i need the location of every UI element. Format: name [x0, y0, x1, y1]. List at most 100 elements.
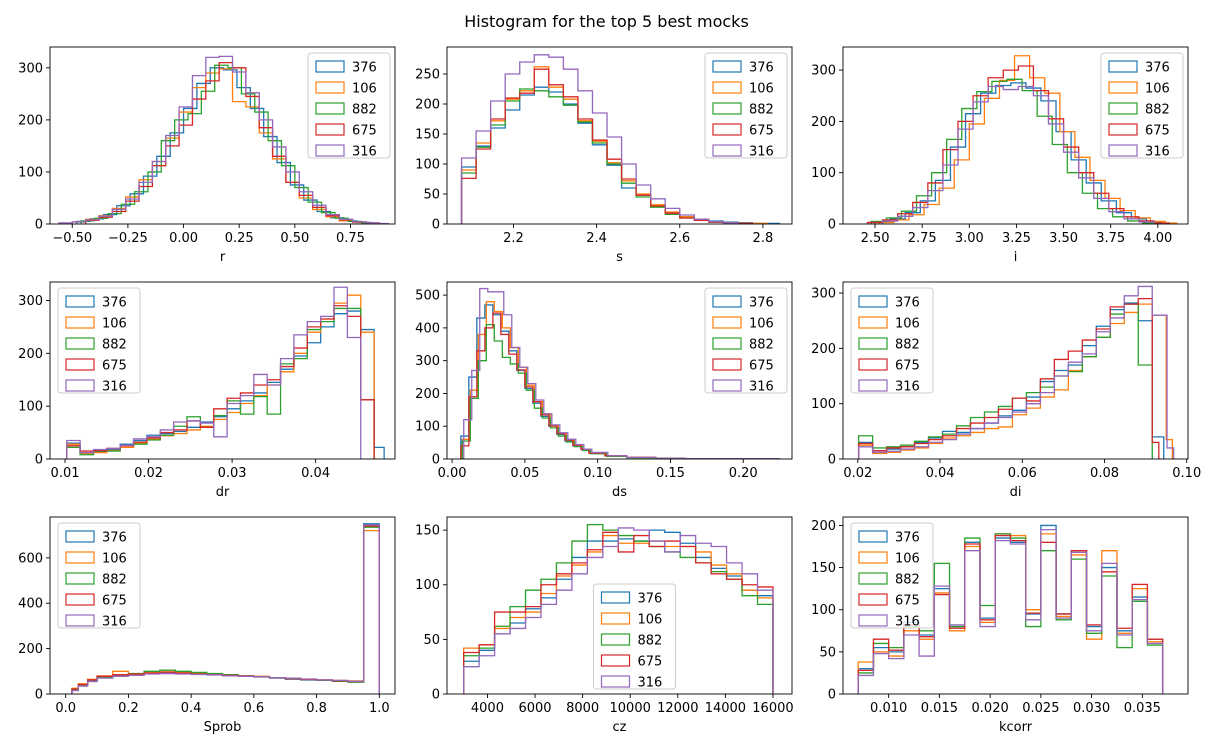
- histogram-series-group: [857, 285, 1175, 459]
- legend-box: [1100, 52, 1184, 159]
- x-tick-label: 6000: [518, 701, 551, 716]
- histogram-882: [857, 303, 1153, 459]
- x-tick-label: 0.020: [972, 701, 1009, 716]
- y-tick-label: 300: [18, 61, 43, 76]
- x-tick-label: 0.6: [244, 701, 265, 716]
- legend-swatch-376: [858, 295, 888, 308]
- legend-label-376: 376: [1145, 61, 1170, 76]
- legend-box: [850, 287, 934, 394]
- y-tick-label: 0: [828, 453, 836, 468]
- y-tick-label: 200: [18, 642, 43, 657]
- x-tick-label: 4.00: [1143, 231, 1172, 246]
- subplot-di: 0.02 0.04 0.06 0.08 0.10 0 100 200 300 di 376 106 88…: [811, 281, 1201, 500]
- histogram-675: [463, 531, 774, 694]
- legend-label-316: 316: [638, 676, 663, 691]
- subplot-dr: 0.01 0.02 0.03 0.04 0 100 200 300 dr 376 106 882 675…: [18, 281, 396, 500]
- x-tick-label: 0.50: [280, 231, 309, 246]
- legend-label-376: 376: [638, 592, 663, 607]
- x-tick-label: 2.2: [503, 231, 524, 246]
- legend-swatch-316: [858, 614, 888, 627]
- x-axis-label: i: [1014, 250, 1018, 265]
- legend-swatch-106: [712, 81, 742, 94]
- legend-swatch-106: [712, 316, 742, 329]
- y-tick-label: 300: [811, 287, 836, 302]
- legend-swatch-675: [858, 593, 888, 606]
- legend-swatch-675: [65, 593, 95, 606]
- legend-label-675: 675: [895, 594, 920, 609]
- histogram-316: [463, 527, 774, 694]
- x-tick-label: 12000: [657, 701, 698, 716]
- histogram-675: [857, 297, 1160, 459]
- axes-frame: [49, 516, 396, 695]
- y-tick-label: 200: [18, 113, 43, 128]
- x-axis-label: ds: [612, 485, 627, 500]
- legend-label-106: 106: [749, 317, 774, 332]
- legend-box: [704, 287, 788, 394]
- legend-label-675: 675: [638, 655, 663, 670]
- x-axis-label: Sprob: [204, 720, 242, 735]
- x-tick-label: 0.20: [729, 466, 758, 481]
- y-tick-label: 300: [415, 354, 440, 369]
- y-tick-label: 200: [811, 519, 836, 534]
- legend-swatch-316: [65, 614, 95, 627]
- x-axis-label: cz: [613, 720, 627, 735]
- x-axis-label: di: [1010, 485, 1022, 500]
- legend-swatch-316: [315, 144, 345, 157]
- axes-frame: [446, 516, 793, 695]
- x-tick-label: 2.4: [586, 231, 607, 246]
- x-tick-label: 2.75: [908, 231, 937, 246]
- legend-label-316: 316: [749, 145, 774, 160]
- legend-box: [704, 52, 788, 159]
- y-tick-label: 150: [415, 524, 440, 539]
- y-tick-label: 250: [415, 68, 440, 83]
- x-tick-label: 0.04: [926, 466, 955, 481]
- x-tick-label: 0.05: [510, 466, 539, 481]
- histogram-882: [870, 78, 1159, 224]
- legend-label-316: 316: [895, 380, 920, 395]
- subplot-cz: 4000 6000 8000 10000 12000 14000 16000 0 50 100 15…: [415, 516, 794, 735]
- x-tick-label: 0.00: [169, 231, 198, 246]
- histogram-316: [857, 528, 1164, 694]
- legend-label-376: 376: [749, 61, 774, 76]
- legend-box: [850, 522, 934, 629]
- x-tick-label: 0.0: [55, 701, 76, 716]
- legend-label-675: 675: [749, 124, 774, 139]
- legend: 376 106 882 675 316: [593, 583, 676, 691]
- legend: 376 106 882 675 316: [57, 522, 141, 630]
- y-tick-label: 300: [811, 64, 836, 79]
- x-tick-label: 0.030: [1073, 701, 1110, 716]
- legend-label-675: 675: [102, 359, 127, 374]
- legend-swatch-882: [65, 572, 95, 585]
- y-tick-label: 100: [18, 165, 43, 180]
- axes-frame: [49, 281, 396, 460]
- histogram-106: [461, 301, 730, 459]
- y-tick-label: 100: [18, 400, 43, 415]
- legend: 376 106 882 675 316: [1100, 52, 1184, 160]
- legend-label-106: 106: [749, 82, 774, 97]
- y-tick-label: 500: [415, 289, 440, 304]
- y-tick-label: 400: [18, 597, 43, 612]
- legend-box: [307, 52, 391, 159]
- axes-frame: [842, 281, 1189, 460]
- legend-label-106: 106: [352, 82, 377, 97]
- x-tick-label: 0.06: [1008, 466, 1037, 481]
- x-tick-label: 2.50: [861, 231, 890, 246]
- legend-swatch-882: [712, 102, 742, 115]
- legend-swatch-376: [712, 295, 742, 308]
- legend-swatch-882: [600, 633, 631, 646]
- x-tick-label: 1.0: [369, 701, 390, 716]
- legend-swatch-882: [712, 337, 742, 350]
- legend-label-376: 376: [102, 296, 127, 311]
- legend-swatch-106: [1108, 81, 1138, 94]
- subplot-kcorr: 0.010 0.015 0.020 0.025 0.030 0.035 0 50 100 150 2…: [811, 516, 1189, 735]
- legend-swatch-316: [858, 379, 888, 392]
- figure-title: Histogram for the top 5 best mocks: [464, 12, 749, 31]
- x-tick-label: 0.75: [336, 231, 365, 246]
- legend-label-376: 376: [895, 296, 920, 311]
- legend-label-882: 882: [102, 573, 127, 588]
- legend-label-882: 882: [352, 103, 377, 118]
- histogram-316: [66, 286, 362, 459]
- y-tick-label: 400: [415, 321, 440, 336]
- legend-swatch-316: [712, 144, 742, 157]
- y-tick-label: 50: [819, 645, 836, 660]
